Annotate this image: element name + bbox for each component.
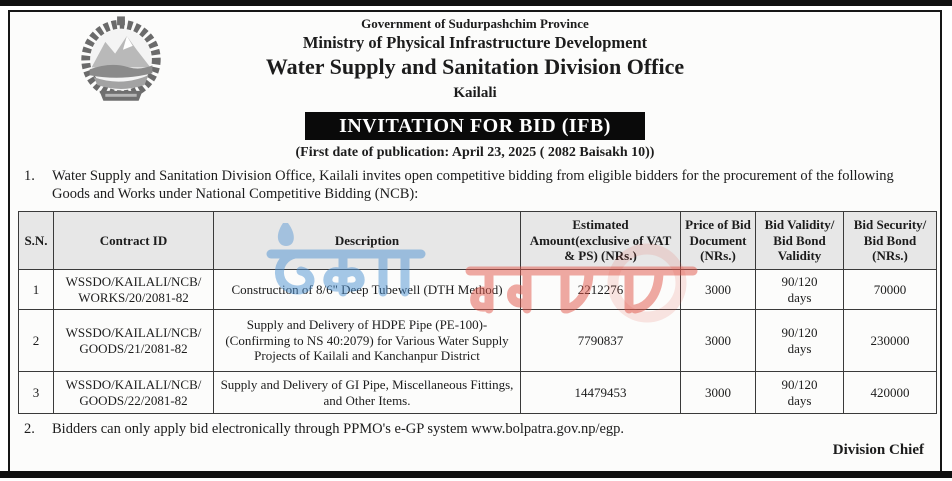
cell-contract-id: WSSDO/KAILALI/NCB/ WORKS/20/2081-82 — [53, 269, 214, 310]
cell-contract-id: WSSDO/KAILALI/NCB/ GOODS/22/2081-82 — [53, 371, 214, 414]
col-header-description: Description — [213, 211, 521, 270]
cell-bid-validity: 90/120 days — [755, 309, 844, 372]
cell-sn: 1 — [18, 269, 54, 310]
table-row: 1 WSSDO/KAILALI/NCB/ WORKS/20/2081-82 Co… — [18, 269, 937, 310]
notice-frame: Government of Sudurpashchim Province Min… — [8, 10, 942, 471]
table-row: 3 WSSDO/KAILALI/NCB/ GOODS/22/2081-82 Su… — [18, 371, 937, 414]
nepal-emblem-logo — [72, 15, 170, 108]
cell-estimated-amount: 7790837 — [520, 309, 681, 372]
signature-title: Division Chief — [832, 441, 924, 458]
government-line: Government of Sudurpashchim Province — [361, 16, 589, 31]
cell-bid-security: 70000 — [843, 269, 937, 310]
validity-text: 90/120 days — [781, 274, 818, 305]
cell-bid-validity: 90/120 days — [755, 371, 844, 414]
publication-date-line: (First date of publication: April 23, 20… — [295, 145, 655, 160]
col-header-estimated-amount: Estimated Amount(exclusive of VAT & PS) … — [520, 211, 681, 270]
cell-contract-id: WSSDO/KAILALI/NCB/ GOODS/21/2081-82 — [53, 309, 214, 372]
banner-row: INVITATION FOR BID (IFB) — [10, 112, 940, 140]
cell-sn: 3 — [18, 371, 54, 414]
clause-1-text: Water Supply and Sanitation Division Off… — [52, 168, 894, 202]
clause-1-number: 1. — [24, 168, 35, 184]
col-header-sn: S.N. — [18, 211, 54, 270]
col-header-bid-doc-price: Price of Bid Document (NRs.) — [680, 211, 756, 270]
cell-bid-doc-price: 3000 — [680, 269, 756, 310]
clause-1: 1. Water Supply and Sanitation Division … — [24, 168, 928, 203]
cell-bid-doc-price: 3000 — [680, 371, 756, 414]
cell-bid-security: 420000 — [843, 371, 937, 414]
table-row: 2 WSSDO/KAILALI/NCB/ GOODS/21/2081-82 Su… — [18, 309, 937, 372]
cell-bid-security: 230000 — [843, 309, 937, 372]
cell-bid-doc-price: 3000 — [680, 309, 756, 372]
top-border-bar — [0, 0, 952, 6]
cell-sn: 2 — [18, 309, 54, 372]
col-header-contract-id: Contract ID — [53, 211, 214, 270]
cell-estimated-amount: 14479453 — [520, 371, 681, 414]
cell-description: Supply and Delivery of HDPE Pipe (PE-100… — [213, 309, 521, 372]
clause-2-number: 2. — [24, 421, 35, 437]
clause-2-text: Bidders can only apply bid electronicall… — [52, 421, 625, 437]
bid-table: S.N. Contract ID Description Estimated A… — [18, 211, 937, 414]
district-line: Kailali — [453, 85, 497, 101]
cell-description: Construction of 8/6" Deep Tubewell (DTH … — [213, 269, 521, 310]
table-header-row: S.N. Contract ID Description Estimated A… — [18, 211, 937, 270]
ministry-line: Ministry of Physical Infrastructure Deve… — [302, 33, 648, 52]
invitation-for-bid-banner: INVITATION FOR BID (IFB) — [305, 112, 645, 140]
clause-2: 2. Bidders can only apply bid electronic… — [24, 421, 928, 439]
col-header-bid-validity: Bid Validity/ Bid Bond Validity — [755, 211, 844, 270]
cell-description: Supply and Delivery of GI Pipe, Miscella… — [213, 371, 521, 414]
validity-text: 90/120 days — [781, 325, 818, 356]
cell-estimated-amount: 2212276 — [520, 269, 681, 310]
office-title: Water Supply and Sanitation Division Off… — [265, 54, 685, 79]
validity-text: 90/120 days — [781, 377, 818, 408]
col-header-bid-security: Bid Security/ Bid Bond (NRs.) — [843, 211, 937, 270]
cell-bid-validity: 90/120 days — [755, 269, 844, 310]
bottom-border-bar — [0, 471, 952, 478]
